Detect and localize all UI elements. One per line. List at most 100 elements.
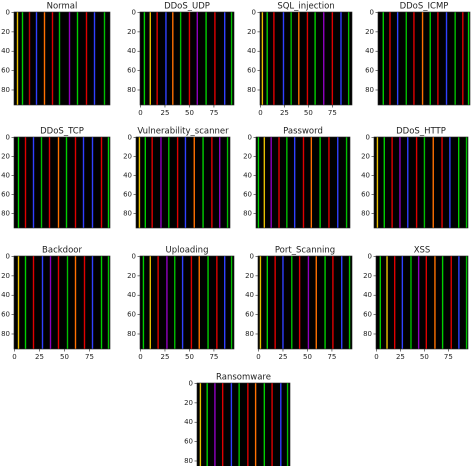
stripe — [261, 12, 264, 105]
y-tick-label: 40 — [247, 47, 256, 55]
x-tick-label: 25 — [35, 353, 44, 361]
image-background — [14, 256, 110, 349]
stripe — [423, 137, 426, 228]
stripe — [21, 12, 24, 105]
stripe — [151, 137, 153, 228]
panel-title: Backdoor — [42, 246, 82, 256]
stripe — [465, 256, 468, 349]
stripe — [282, 12, 285, 105]
x-tick-label: 25 — [279, 353, 288, 361]
y-tick-label: 0 — [132, 252, 136, 260]
stripe — [193, 137, 195, 228]
stripe — [196, 12, 198, 105]
image-background — [258, 256, 352, 349]
panel: Password 0 20 40 60 80 — [243, 127, 351, 229]
stripe — [314, 12, 316, 105]
stripe — [32, 137, 35, 228]
stripe — [467, 12, 470, 105]
image-background — [140, 12, 234, 105]
stripe — [149, 12, 151, 105]
image — [374, 137, 468, 228]
panel-title: XSS — [414, 246, 431, 256]
stripe — [16, 12, 19, 105]
x-tick-label: 0 — [138, 353, 142, 361]
stripe — [230, 383, 233, 466]
stripe — [445, 12, 448, 105]
image — [376, 256, 468, 349]
stripe — [100, 137, 103, 228]
panel-title: DDoS_UDP — [164, 2, 210, 12]
y-tick-label: 20 — [243, 152, 252, 160]
y-tick-label: 20 — [245, 272, 254, 280]
y-tick-label: 40 — [243, 171, 252, 179]
stripe — [341, 256, 343, 349]
y-tick-label: 80 — [365, 86, 374, 94]
stripe — [389, 12, 391, 105]
x-tick-label: 50 — [185, 353, 194, 361]
stripe — [393, 256, 396, 349]
image — [256, 137, 350, 228]
stripe — [93, 12, 96, 105]
stripe — [379, 256, 382, 349]
x-tick-label: 50 — [60, 353, 69, 361]
y-tick-label: 60 — [247, 67, 256, 75]
y-tick-label: 60 — [365, 67, 374, 75]
stripe — [271, 383, 273, 466]
stripe — [216, 256, 218, 349]
stripe — [254, 383, 257, 466]
image-background — [197, 383, 290, 466]
y-tick-label: 40 — [123, 171, 132, 179]
x-tick-label: 75 — [328, 109, 337, 117]
stripe — [221, 383, 224, 466]
stripe — [176, 137, 179, 228]
axes-frame — [257, 255, 353, 350]
y-tick-label: 0 — [6, 133, 10, 141]
stripe — [198, 256, 200, 349]
stripe — [441, 256, 444, 349]
x-tick-label: 50 — [304, 109, 313, 117]
stripe — [429, 12, 431, 105]
y-tick-label: 0 — [128, 133, 132, 141]
x-tick-label: 0 — [258, 109, 262, 117]
stripe — [68, 12, 71, 105]
stripe — [405, 12, 407, 105]
y-tick-label: 0 — [370, 8, 374, 16]
stripe — [230, 256, 233, 349]
stripe — [57, 256, 60, 349]
stripe — [223, 12, 226, 105]
axes-frame — [259, 11, 353, 106]
stripe — [57, 137, 60, 228]
stripe — [282, 256, 284, 349]
y-tick-label: 80 — [247, 86, 256, 94]
stripe — [17, 137, 20, 228]
stripe — [383, 137, 385, 228]
panel: DDoS_TCP 0 20 40 60 80 — [1, 127, 111, 229]
stripe — [307, 256, 310, 349]
panel: Port_Scanning 0 20 40 60 80 0 25 50 75 — [245, 246, 353, 361]
y-tick-label: 20 — [127, 272, 136, 280]
panel-title: SQL_injection — [277, 2, 334, 12]
panel: Ransomware 0 20 40 60 80 — [184, 373, 291, 466]
stripe — [280, 383, 282, 466]
stripe — [24, 256, 27, 349]
stripe — [278, 137, 280, 228]
stripe — [434, 256, 436, 349]
stripe — [41, 256, 44, 349]
stripe — [449, 137, 451, 228]
stripe — [219, 137, 221, 228]
stripe — [83, 256, 86, 349]
stripe — [17, 256, 20, 349]
stripe — [49, 256, 52, 349]
image — [140, 256, 234, 349]
stripe — [263, 137, 266, 228]
stripe — [199, 383, 202, 466]
stripe — [413, 12, 415, 105]
stripe — [226, 137, 229, 228]
stripe — [184, 137, 187, 228]
stripe — [142, 256, 145, 349]
stripe — [91, 137, 94, 228]
y-tick-label: 40 — [1, 291, 10, 299]
stripe — [458, 256, 460, 349]
x-tick-label: 25 — [280, 109, 289, 117]
